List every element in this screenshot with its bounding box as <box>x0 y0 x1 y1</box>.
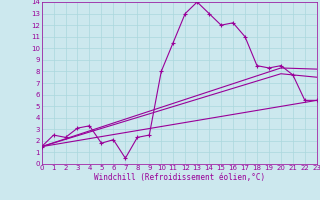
X-axis label: Windchill (Refroidissement éolien,°C): Windchill (Refroidissement éolien,°C) <box>94 173 265 182</box>
